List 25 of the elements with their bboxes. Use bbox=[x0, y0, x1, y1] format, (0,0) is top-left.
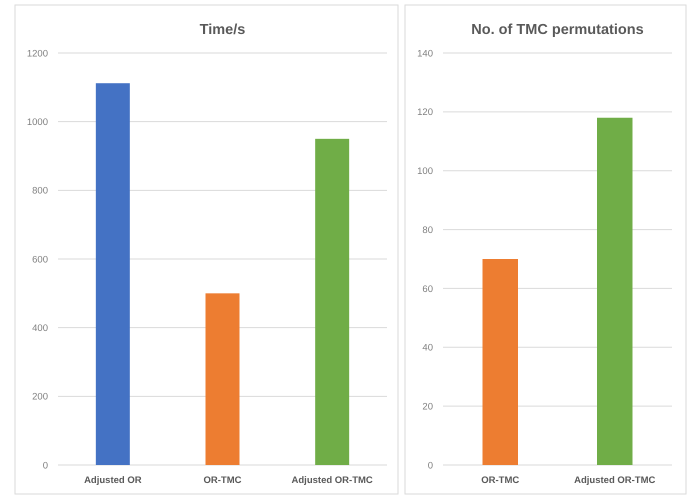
y-tick-label: 60 bbox=[422, 284, 433, 295]
x-tick-label: OR-TMC bbox=[204, 475, 242, 486]
y-tick-label: 0 bbox=[42, 460, 48, 472]
x-tick-label: Adjusted OR-TMC bbox=[292, 475, 373, 486]
bar bbox=[96, 83, 130, 465]
chart-title: No. of TMC permutations bbox=[471, 22, 644, 38]
y-tick-label: 800 bbox=[32, 186, 48, 197]
y-tick-label: 400 bbox=[32, 322, 48, 334]
y-tick-label: 200 bbox=[32, 392, 48, 403]
y-tick-label: 600 bbox=[32, 254, 48, 266]
y-tick-label: 100 bbox=[417, 166, 433, 178]
bar bbox=[315, 138, 350, 465]
y-tick-label: 1200 bbox=[26, 48, 48, 60]
x-tick-label: OR-TMC bbox=[481, 475, 520, 486]
y-tick-label: 140 bbox=[417, 48, 433, 60]
y-tick-label: 0 bbox=[428, 460, 433, 472]
y-tick-label: 120 bbox=[417, 107, 433, 118]
x-tick-label: Adjusted OR-TMC bbox=[574, 475, 656, 486]
y-tick-label: 1000 bbox=[26, 116, 48, 128]
chart-title: Time/s bbox=[200, 22, 246, 38]
x-tick-label: Adjusted OR bbox=[84, 475, 142, 486]
y-tick-label: 40 bbox=[422, 342, 433, 354]
bar bbox=[206, 293, 240, 465]
y-tick-label: 20 bbox=[422, 401, 433, 412]
y-tick-label: 80 bbox=[422, 224, 433, 236]
